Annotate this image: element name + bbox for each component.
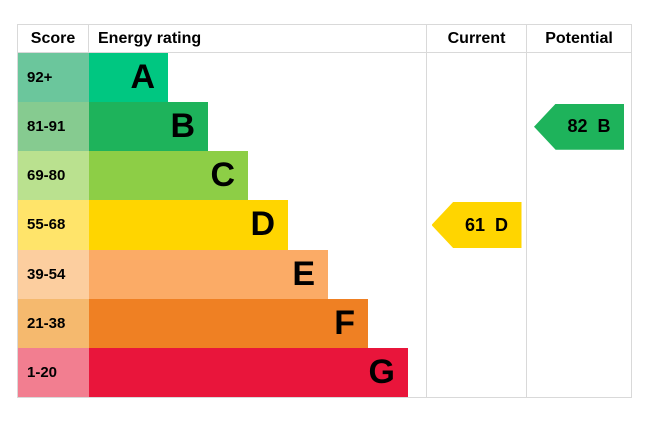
rating-bar-row: F [89, 298, 426, 348]
score-cell-c: 69-80 [18, 151, 89, 201]
current-column: 61 D [426, 53, 526, 397]
band-letter: D [250, 205, 275, 244]
band-letter: A [130, 58, 155, 97]
rating-bar-b: B [89, 102, 208, 152]
current-score-value: 61 [464, 214, 486, 235]
band-letter: E [292, 254, 315, 293]
score-cell-a: 92+ [18, 53, 89, 103]
rating-bar-a: A [89, 53, 168, 103]
rating-bar-row: B [89, 102, 426, 152]
score-range-label: 69-80 [27, 167, 66, 185]
score-column: 92+ 81-91 69-80 55-68 39-54 21-38 1-20 [18, 53, 89, 397]
score-cell-g: 1-20 [18, 347, 89, 397]
potential-band-letter: B [597, 116, 611, 137]
score-cell-e: 39-54 [18, 249, 89, 299]
epc-rating-table: Score Energy rating Current Potential 92… [17, 24, 632, 398]
rating-bar-e: E [89, 249, 328, 299]
band-letter: C [210, 156, 235, 195]
table-header-row: Score Energy rating Current Potential [18, 25, 631, 53]
rating-bar-c: C [89, 151, 248, 201]
score-range-label: 1-20 [27, 363, 58, 381]
score-range-label: 81-91 [27, 118, 66, 136]
score-cell-b: 81-91 [18, 102, 89, 152]
potential-rating-arrow: 82 B [534, 103, 624, 150]
potential-column: 82 B [526, 53, 631, 397]
rating-bar-row: C [89, 151, 426, 201]
current-band-letter: D [495, 214, 509, 235]
potential-score-value: 82 [567, 116, 588, 137]
potential-column-header: Potential [526, 25, 631, 52]
current-rating-arrow: 61 D [431, 202, 522, 248]
score-range-label: 92+ [27, 69, 53, 87]
score-range-label: 39-54 [27, 265, 66, 283]
score-column-header: Score [18, 25, 89, 52]
score-cell-d: 55-68 [18, 200, 89, 250]
rating-bar-row: A [89, 53, 426, 103]
score-range-label: 55-68 [27, 216, 66, 234]
rating-bar-row: G [89, 347, 426, 397]
rating-bar-row: D [89, 200, 426, 250]
rating-bar-f: F [89, 298, 368, 348]
score-cell-f: 21-38 [18, 298, 89, 348]
band-letter: B [170, 107, 195, 146]
current-column-header: Current [426, 25, 526, 52]
band-letter: F [334, 303, 355, 342]
rating-bar-d: D [89, 200, 288, 250]
band-letter: G [368, 352, 395, 391]
rating-bar-g: G [89, 347, 408, 397]
energy-rating-column-header: Energy rating [98, 30, 202, 47]
score-range-label: 21-38 [27, 314, 66, 332]
rating-bar-row: E [89, 249, 426, 299]
